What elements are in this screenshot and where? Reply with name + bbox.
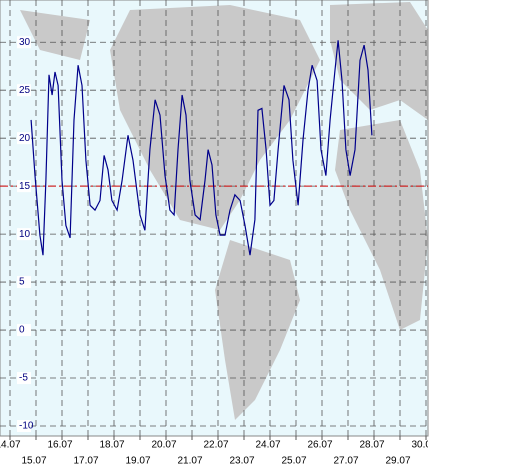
x-tick-label: 14.07 [0, 440, 21, 451]
x-tick-label: 17.07 [73, 456, 98, 466]
y-tick-label-bg [17, 228, 31, 241]
y-tick-label: 25 [19, 85, 31, 96]
x-tick-label: 22.07 [203, 440, 228, 451]
plot-frame [0, 0, 429, 437]
y-tick-label: 15 [19, 181, 31, 192]
x-tick-label: 20.07 [151, 440, 176, 451]
x-tick-label: 30.07 [411, 440, 436, 451]
x-tick-label: 21.07 [177, 456, 202, 466]
y-tick-label-bg [17, 420, 31, 433]
x-tick-label: 16.07 [47, 440, 72, 451]
y-tick-label: 20 [19, 133, 31, 144]
data-line [30, 40, 373, 256]
y-tick-label-bg [17, 372, 31, 385]
y-tick-label-bg [17, 84, 31, 97]
x-tick-label: 26.07 [307, 440, 332, 451]
y-tick-label: 10 [19, 229, 31, 240]
x-tick-label: 15.07 [21, 456, 46, 466]
x-tick-label: 29.07 [385, 456, 410, 466]
x-tick-label: 23.07 [229, 456, 254, 466]
y-tick-label: 30 [19, 37, 31, 48]
y-tick-label-bg [17, 180, 31, 193]
y-tick-label-bg [17, 36, 31, 49]
x-tick-label: 28.07 [359, 440, 384, 451]
y-tick-label: -5 [19, 373, 28, 384]
x-tick-label: 25.07 [281, 456, 306, 466]
x-tick-label: 24.07 [255, 440, 280, 451]
y-tick-label: 0 [19, 325, 25, 336]
x-tick-label: 27.07 [333, 456, 358, 466]
x-tick-label: 19.07 [125, 456, 150, 466]
y-tick-label-bg [17, 276, 31, 289]
y-tick-label: 5 [19, 277, 25, 288]
y-tick-label: -10 [19, 421, 34, 432]
x-tick-label: 18.07 [99, 440, 124, 451]
y-tick-label-bg [17, 132, 31, 145]
y-tick-label-bg [17, 324, 31, 337]
